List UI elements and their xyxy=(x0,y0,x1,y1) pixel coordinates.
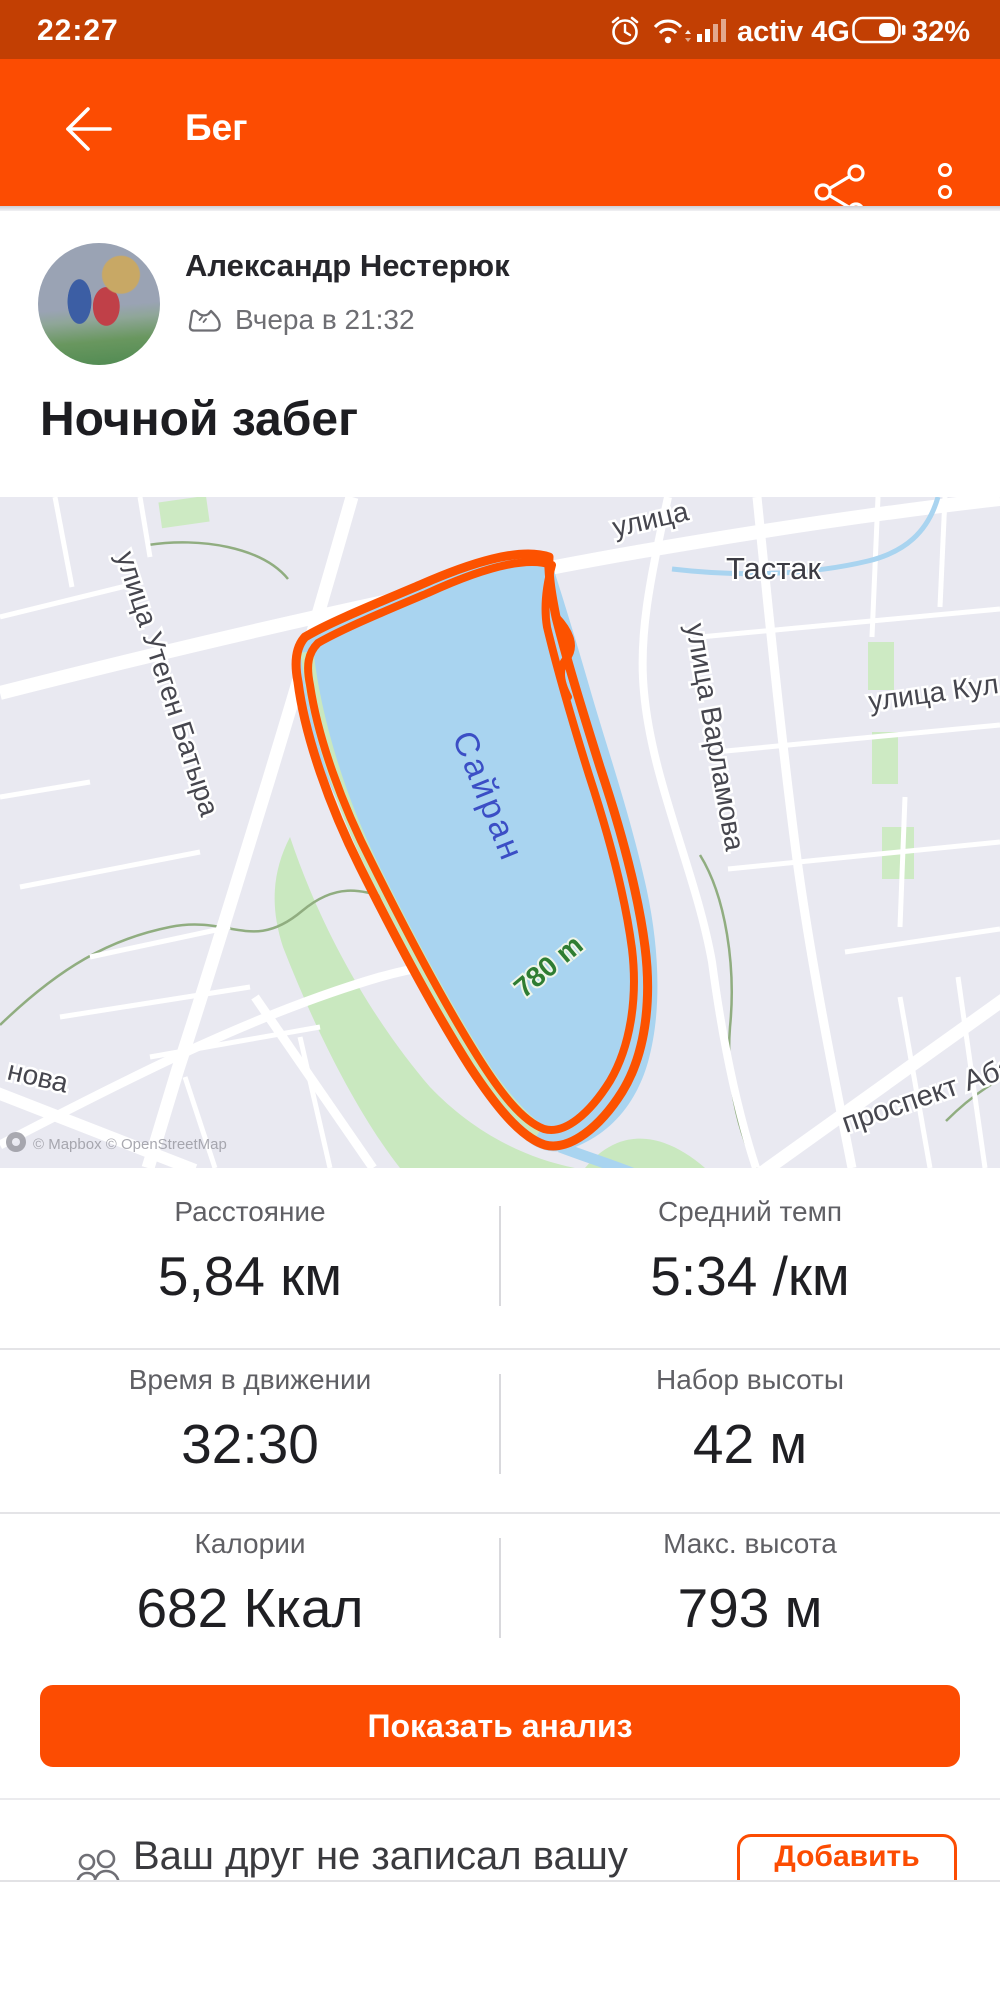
river xyxy=(671,497,941,577)
avatar[interactable] xyxy=(38,243,160,365)
stat-elevation-gain: Набор высоты 42 м xyxy=(500,1364,1000,1476)
signal-icon xyxy=(697,19,726,42)
alarm-icon xyxy=(611,16,639,45)
gps-route xyxy=(291,549,653,1151)
activity-title: Ночной забег xyxy=(40,393,359,446)
stats-divider-2 xyxy=(0,1512,1000,1514)
stats-row-3: Калории 682 Ккал Макс. высота 793 м xyxy=(0,1528,1000,1640)
stat-value: 5:34 /км xyxy=(650,1245,850,1307)
map-attribution[interactable]: © Mapbox © OpenStreetMap xyxy=(6,1132,227,1153)
activity-timestamp: Вчера в 21:32 xyxy=(235,304,415,335)
stat-label: Набор высоты xyxy=(656,1364,844,1395)
stat-value: 42 м xyxy=(692,1413,808,1475)
stats-divider-vertical xyxy=(499,1538,501,1638)
stat-value: 5,84 км xyxy=(157,1245,343,1307)
page-title: Бег xyxy=(185,107,248,148)
stat-label: Макс. высота xyxy=(663,1528,837,1559)
stat-value: 793 м xyxy=(677,1577,823,1639)
stats-divider-1 xyxy=(0,1348,1000,1350)
two-people-icon xyxy=(75,1849,121,1888)
stats-divider-vertical xyxy=(499,1206,501,1306)
stats-row-1: Расстояние 5,84 км Средний темп 5:34 /км xyxy=(0,1196,1000,1308)
status-time: 22:27 xyxy=(37,14,119,47)
stat-avg-pace: Средний темп 5:34 /км xyxy=(500,1196,1000,1308)
battery-icon xyxy=(852,16,906,44)
stat-moving-time: Время в движении 32:30 xyxy=(0,1364,500,1476)
stat-label: Калории xyxy=(194,1528,306,1559)
stat-value: 32:30 xyxy=(181,1413,319,1475)
stat-calories: Калории 682 Ккал xyxy=(0,1528,500,1640)
stat-label: Время в движении xyxy=(128,1364,372,1395)
stats-row-2: Время в движении 32:30 Набор высоты 42 м xyxy=(0,1364,1000,1476)
share-icon[interactable] xyxy=(812,163,870,221)
appbar-shadow xyxy=(0,206,1000,211)
stat-label: Расстояние xyxy=(174,1196,326,1227)
section-divider xyxy=(0,1798,1000,1800)
stats-divider-vertical xyxy=(499,1374,501,1474)
wifi-icon xyxy=(653,19,691,44)
back-arrow-icon[interactable] xyxy=(58,101,118,157)
map-canvas: улица улица Утеген Батыра улица Варламов… xyxy=(0,497,1000,1168)
district-label: Тастак xyxy=(726,551,821,586)
friend-prompt-text: Ваш друг не записал вашу xyxy=(133,1834,628,1878)
show-analysis-button[interactable]: Показать анализ xyxy=(40,1685,960,1767)
roads xyxy=(0,497,1000,1168)
attribution-text: © Mapbox © OpenStreetMap xyxy=(33,1136,227,1153)
system-nav-bar xyxy=(0,1880,1000,2000)
stat-label: Средний темп xyxy=(657,1196,843,1227)
carrier-label: activ 4G xyxy=(737,16,850,48)
author-name[interactable]: Александр Нестерюк xyxy=(185,248,510,283)
park-area xyxy=(274,837,575,1168)
status-bar: 22:27 activ 4G 32% xyxy=(0,0,1000,59)
app-bar: Бег xyxy=(0,59,1000,221)
battery-percent: 32% xyxy=(912,16,971,48)
overflow-menu-icon[interactable] xyxy=(932,161,958,223)
stat-value: 682 Ккал xyxy=(136,1577,364,1639)
activity-meta-row: Вчера в 21:32 xyxy=(185,300,415,340)
stat-max-elevation: Макс. высота 793 м xyxy=(500,1528,1000,1640)
running-shoe-icon xyxy=(188,309,221,332)
route-map[interactable]: улица улица Утеген Батыра улица Варламов… xyxy=(0,497,1000,1168)
stat-distance: Расстояние 5,84 км xyxy=(0,1196,500,1308)
